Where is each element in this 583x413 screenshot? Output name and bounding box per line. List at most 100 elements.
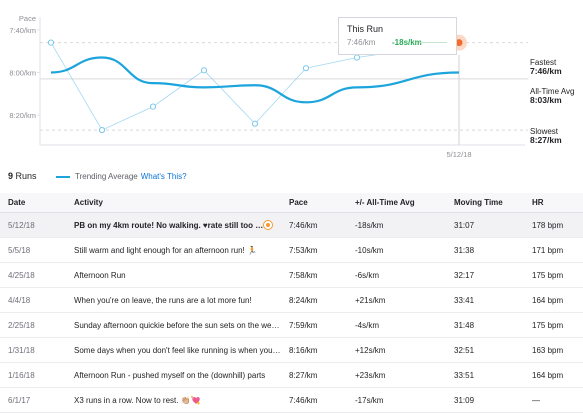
- run-point: [47, 39, 55, 46]
- row-moving-time: 32:17: [446, 262, 524, 288]
- selected-run-icon: [263, 219, 273, 230]
- row-activity[interactable]: Still warm and light enough for an after…: [66, 237, 281, 263]
- tooltip-title: This Run: [347, 24, 384, 34]
- row-moving-time: 32:51: [446, 337, 524, 363]
- row-moving-time: 33:51: [446, 362, 524, 388]
- row-pace: 7:46/km: [281, 212, 347, 238]
- run-point: [200, 67, 208, 74]
- row-moving-time: 31:07: [446, 212, 524, 238]
- row-moving-time: 31:38: [446, 237, 524, 263]
- fastest-reference: Fastest 7:46/km: [530, 58, 562, 76]
- row-diff: -6s/km: [347, 262, 446, 288]
- row-hr: 171 bpm: [524, 237, 583, 263]
- selected-run-point: [455, 39, 463, 47]
- row-date: 4/4/18: [0, 287, 66, 313]
- table-row[interactable]: 5/12/18 PB on my 4km route! No walking. …: [0, 212, 583, 238]
- row-diff: +23s/km: [347, 362, 446, 388]
- row-activity[interactable]: Some days when you don't feel like runni…: [66, 337, 281, 363]
- row-activity[interactable]: Afternoon Run - pushed myself on the (do…: [66, 362, 281, 388]
- run-point: [251, 120, 259, 127]
- row-activity[interactable]: X3 runs in a row. Now to rest. 👏🏼💘: [66, 387, 281, 413]
- header-hr[interactable]: HR: [524, 193, 583, 213]
- row-date: 5/5/18: [0, 237, 66, 263]
- chart-legend: Trending Average What's This?: [56, 172, 187, 181]
- x-tick-selected: 5/12/18: [446, 150, 471, 159]
- table-row[interactable]: 5/5/18 Still warm and light enough for a…: [0, 237, 583, 263]
- y-tick-label: 8:00/km: [9, 68, 36, 77]
- run-point: [302, 65, 310, 72]
- row-diff: -4s/km: [347, 312, 446, 338]
- row-activity[interactable]: When you're on leave, the runs are a lot…: [66, 287, 281, 313]
- run-point: [353, 54, 361, 61]
- pace-chart-svg: Pace 7:40/km 8:00/km 8:20/km 5/12/18: [9, 14, 528, 159]
- row-moving-time: 33:41: [446, 287, 524, 313]
- row-date: 6/1/17: [0, 387, 66, 413]
- pace-chart: Pace 7:40/km 8:00/km 8:20/km 5/12/18 This Ru…: [0, 0, 583, 165]
- tooltip-diff: -18s/km: [392, 38, 422, 47]
- row-moving-time: 31:09: [446, 387, 524, 413]
- row-hr: 164 bpm: [524, 362, 583, 388]
- fastest-label: Fastest: [530, 58, 557, 67]
- row-hr: —: [524, 387, 583, 413]
- runs-table: Date Activity Pace +/- All-Time Avg Movi…: [0, 193, 583, 413]
- y-tick-label: 8:20/km: [9, 111, 36, 120]
- whats-this-link[interactable]: What's This?: [140, 172, 187, 181]
- row-pace: 8:24/km: [281, 287, 347, 313]
- row-hr: 175 bpm: [524, 262, 583, 288]
- header-moving-time[interactable]: Moving Time: [446, 193, 524, 213]
- run-count-number: 9: [8, 171, 14, 181]
- row-activity[interactable]: Afternoon Run: [66, 262, 281, 288]
- row-activity[interactable]: PB on my 4km route! No walking. ♥rate st…: [66, 212, 281, 238]
- tooltip-pace: 7:46/km: [347, 38, 376, 47]
- row-diff: +12s/km: [347, 337, 446, 363]
- table-row[interactable]: 4/25/18 Afternoon Run 7:58/km -6s/km 32:…: [0, 262, 583, 288]
- row-hr: 164 bpm: [524, 287, 583, 313]
- slowest-reference: Slowest 8:27/km: [530, 127, 562, 145]
- row-date: 1/31/18: [0, 337, 66, 363]
- row-date: 5/12/18: [0, 212, 66, 238]
- row-date: 1/16/18: [0, 362, 66, 388]
- header-date[interactable]: Date: [0, 193, 66, 213]
- run-count-label: Runs: [15, 171, 37, 181]
- table-row[interactable]: 4/4/18 When you're on leave, the runs ar…: [0, 287, 583, 313]
- average-reference: All-Time Avg 8:03/km: [530, 87, 574, 105]
- table-row[interactable]: 6/1/17 X3 runs in a row. Now to rest. 👏🏼…: [0, 387, 583, 413]
- row-diff: -17s/km: [347, 387, 446, 413]
- row-pace: 7:58/km: [281, 262, 347, 288]
- table-row[interactable]: 1/31/18 Some days when you don't feel li…: [0, 337, 583, 363]
- row-activity[interactable]: Sunday afternoon quickie before the sun …: [66, 312, 281, 338]
- run-count: 9 Runs: [8, 171, 37, 181]
- trend-line-swatch: [56, 175, 70, 178]
- run-connector-line: [50, 42, 460, 131]
- trend-average-line: [50, 56, 460, 104]
- run-point: [149, 103, 157, 110]
- table-row[interactable]: 2/25/18 Sunday afternoon quickie before …: [0, 312, 583, 338]
- row-diff: +21s/km: [347, 287, 446, 313]
- row-moving-time: 31:48: [446, 312, 524, 338]
- row-pace: 8:27/km: [281, 362, 347, 388]
- table-row[interactable]: 1/16/18 Afternoon Run - pushed myself on…: [0, 362, 583, 388]
- run-tooltip: This Run 7:46/km -18s/km: [338, 17, 457, 55]
- y-axis-title: Pace: [19, 14, 36, 23]
- header-activity[interactable]: Activity: [66, 193, 281, 213]
- row-diff: -18s/km: [347, 212, 446, 238]
- row-hr: 178 bpm: [524, 212, 583, 238]
- row-pace: 7:46/km: [281, 387, 347, 413]
- average-label: All-Time Avg: [530, 87, 575, 96]
- run-point: [98, 126, 106, 134]
- row-pace: 7:59/km: [281, 312, 347, 338]
- fastest-value: 7:46/km: [530, 66, 562, 76]
- legend-label: Trending Average: [75, 172, 138, 181]
- average-value: 8:03/km: [530, 95, 562, 105]
- header-pace[interactable]: Pace: [281, 193, 347, 213]
- slowest-value: 8:27/km: [530, 135, 562, 145]
- tooltip-sparkline: [419, 42, 447, 43]
- table-header-row: Date Activity Pace +/- All-Time Avg Movi…: [0, 193, 583, 213]
- slowest-label: Slowest: [530, 127, 559, 136]
- row-hr: 163 bpm: [524, 337, 583, 363]
- row-date: 4/25/18: [0, 262, 66, 288]
- y-tick-label: 7:40/km: [9, 26, 36, 35]
- row-pace: 7:53/km: [281, 237, 347, 263]
- row-activity-text: PB on my 4km route! No walking. ♥rate st…: [74, 220, 264, 230]
- header-diff[interactable]: +/- All-Time Avg: [347, 193, 446, 213]
